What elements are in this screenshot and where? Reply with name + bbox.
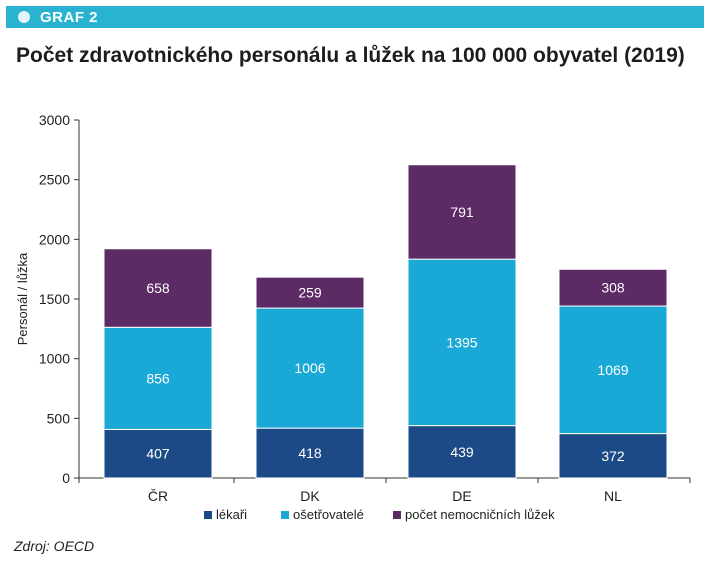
legend-swatch (281, 511, 289, 519)
y-tick-label: 500 (47, 410, 71, 426)
bar-segment (558, 433, 668, 479)
legend-label: počet nemocničních lůžek (405, 507, 555, 522)
data-label: 1395 (446, 334, 477, 350)
chart-title: Počet zdravotnického personálu a lůžek n… (16, 44, 685, 67)
bar-segment (255, 307, 365, 429)
y-tick-label: 2500 (39, 172, 70, 188)
graph-tag: GRAF 2 (40, 8, 99, 26)
y-tick-label: 1500 (39, 291, 70, 307)
x-tick-label: DK (300, 488, 320, 504)
x-tick-label: DE (452, 488, 471, 504)
data-label: 791 (450, 204, 474, 220)
data-label: 1069 (597, 362, 628, 378)
bar-segment (407, 258, 517, 427)
legend-label: ošetřovatelé (293, 507, 364, 522)
legend-swatch (204, 511, 212, 519)
bar-segment (103, 248, 213, 328)
data-label: 407 (146, 446, 170, 462)
y-tick-label: 2000 (39, 231, 70, 247)
bar-segment (255, 427, 365, 479)
legend-label: lékaři (216, 507, 247, 522)
bar-segment (407, 164, 517, 260)
y-tick-label: 0 (62, 470, 70, 486)
source-note: Zdroj: OECD (14, 538, 95, 554)
bar-segment (255, 276, 365, 309)
y-tick-label: 1000 (39, 351, 70, 367)
x-tick-label: NL (604, 488, 622, 504)
data-label: 439 (450, 444, 474, 460)
data-label: 308 (601, 280, 625, 296)
y-tick-label: 3000 (39, 112, 70, 128)
data-label: 658 (146, 280, 170, 296)
graph-banner: GRAF 2 (6, 6, 704, 28)
data-label: 856 (146, 370, 170, 386)
data-label: 259 (298, 285, 322, 301)
data-label: 372 (601, 448, 625, 464)
dot-icon (18, 11, 30, 23)
data-label: 1006 (294, 360, 325, 376)
bar-segment (558, 305, 668, 435)
y-axis-title: Personál / lůžka (15, 252, 30, 345)
legend-swatch (393, 511, 401, 519)
x-tick-label: ČR (148, 488, 168, 504)
bar-segment (558, 268, 668, 307)
data-label: 418 (298, 445, 322, 461)
